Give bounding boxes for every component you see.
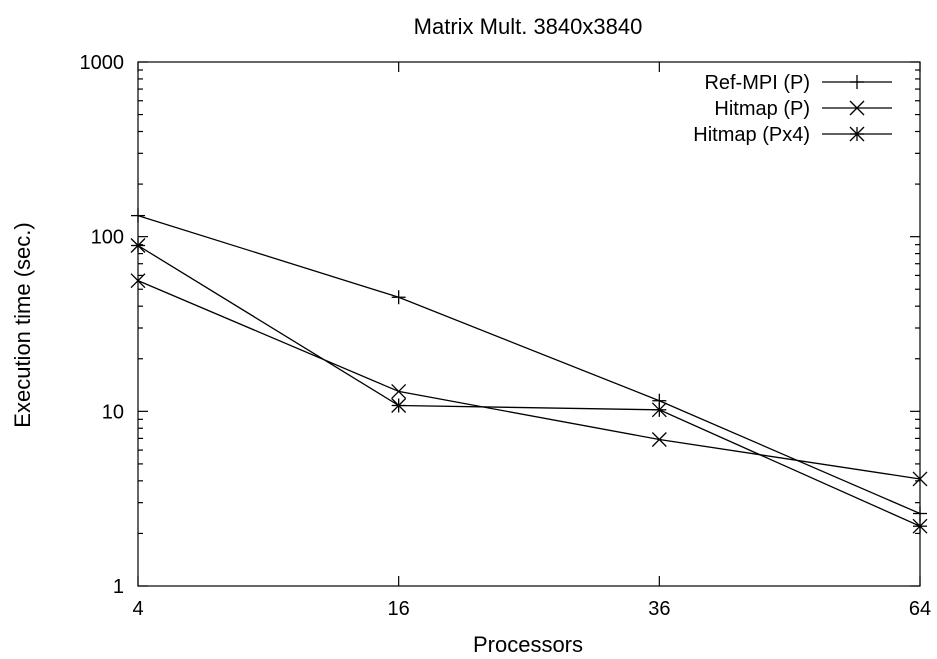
data-point: [912, 518, 928, 534]
series-line-2: [137, 244, 921, 527]
data-point: [912, 471, 928, 487]
chart-title: Matrix Mult. 3840x3840: [414, 14, 643, 39]
legend-marker: [850, 75, 864, 89]
y-tick-label: 1000: [80, 52, 125, 74]
data-point: [913, 506, 927, 521]
y-tick-label: 10: [102, 401, 124, 423]
data-point: [391, 383, 407, 399]
x-tick-label: 4: [132, 598, 143, 620]
x-tick-label: 36: [648, 598, 670, 620]
data-point: [651, 432, 667, 447]
plot-area-frame: [137, 61, 921, 587]
x-axis-title: Processors: [473, 632, 583, 657]
data-point: [130, 273, 146, 289]
series-line-1: [137, 280, 921, 480]
legend-label: Hitmap (P): [714, 98, 810, 120]
x-tick-label: 16: [388, 598, 410, 620]
series-line-0: [137, 214, 921, 515]
legend-label: Hitmap (Px4): [693, 124, 810, 146]
data-point: [391, 290, 406, 305]
data-point: [391, 398, 407, 413]
chart-marks: 1 10 100 1000 4 16 36 64 Ref-MPI (P) Hitmap (P) Hi…: [80, 52, 932, 620]
data-point: [130, 238, 146, 253]
legend-label: Ref-MPI (P): [704, 72, 810, 94]
x-tick-label: 64: [909, 598, 931, 620]
data-point: [131, 208, 145, 223]
legend-marker: [849, 100, 865, 116]
legend-marker: [849, 126, 865, 142]
y-tick-label: 100: [91, 227, 124, 249]
data-point: [651, 402, 667, 418]
y-axis-title: Execution time (sec.): [10, 222, 35, 427]
y-tick-label: 1: [113, 576, 124, 598]
